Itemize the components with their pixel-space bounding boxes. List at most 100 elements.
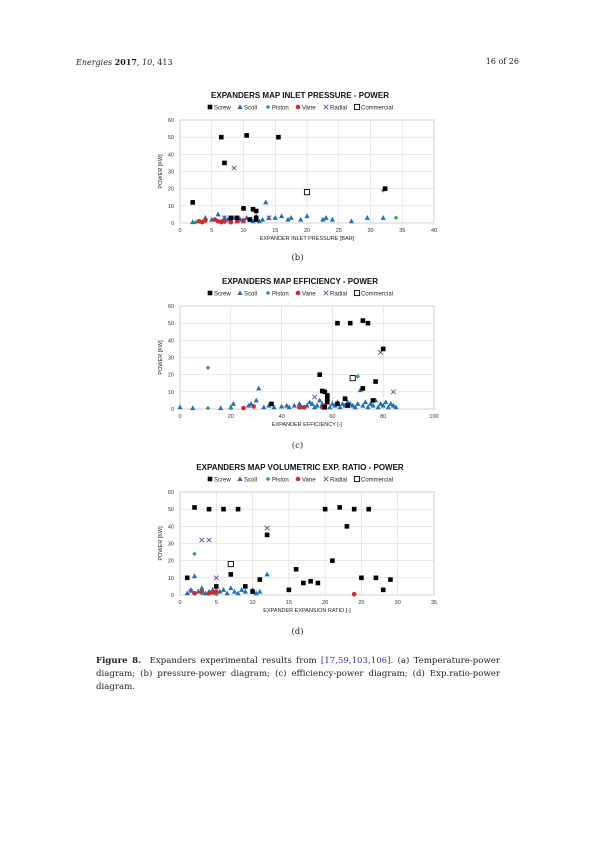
data-point-screw [360,386,366,391]
legend-label-radial: Radial [330,478,347,484]
data-point-piston [228,405,233,411]
data-point-radial [188,588,194,595]
legend-label-commercial: Commercial [361,106,393,112]
data-point-screw [228,572,234,577]
chart-legend: Screw Scoll Piston Vane Radial Commercial [207,103,393,112]
series-screw [184,505,393,594]
data-point-scoll [304,213,310,219]
data-point-scoll [256,385,262,391]
legend-label-radial: Radial [330,106,347,112]
data-point-scoll [317,397,323,403]
data-point-scoll [364,215,370,220]
data-point-screw [342,396,348,401]
data-point-scoll [191,573,198,579]
data-point-commercial [303,189,311,196]
data-point-scoll [256,218,262,224]
data-point-screw [234,215,240,221]
data-point-scoll [261,404,267,410]
data-point-scoll [288,215,294,220]
data-point-scoll [259,216,266,222]
data-point-scoll [285,216,291,222]
legend-marker-commercial [353,475,361,483]
data-point-radial [266,215,272,221]
data-point-screw [330,558,335,563]
y-tick-label: 0 [171,593,174,599]
y-tick-label: 50 [168,507,174,513]
legend-marker-commercial [353,289,361,297]
plot-area [179,119,435,224]
y-tick-label: 20 [168,187,174,193]
data-point-scoll [350,402,356,408]
data-point-screw [373,575,379,581]
data-point-scoll [266,402,272,408]
chart-inlet-pressure-power: EXPANDERS MAP INLET PRESSURE - POWER Scre… [158,91,437,242]
data-point-vane [206,590,212,596]
data-point-screw [235,506,241,512]
x-tick-label: 60 [329,414,335,420]
subcaption-c: (c) [291,441,304,451]
series-vane [192,589,357,597]
x-tick-label: 20 [228,414,234,420]
x-tick-label: 25 [358,600,364,606]
y-tick-label: 40 [168,338,174,344]
x-tick-label: 40 [279,414,285,420]
legend-marker-screw [207,290,213,296]
data-point-scoll [390,402,396,408]
data-point-screw [325,396,330,401]
x-tick-label: 5 [210,228,213,234]
data-point-screw [293,566,299,572]
series-screw [269,318,386,410]
x-tick-label: 5 [215,600,218,606]
data-point-screw [315,580,321,586]
data-point-scoll [312,404,318,410]
data-point-vane [228,219,234,225]
data-point-screw [218,134,224,140]
chart-efficiency-power: EXPANDERS MAP EFFICIENCY - POWER Screw Sco… [158,277,439,428]
data-point-screw [317,372,322,377]
data-point-scoll [230,401,236,406]
data-point-scoll [286,404,292,410]
data-point-piston [205,365,211,370]
data-point-screw [335,401,340,407]
data-point-screw [380,587,386,593]
data-point-scoll [380,215,386,220]
legend-label-commercial: Commercial [361,292,393,298]
data-point-scoll [320,216,326,222]
data-point-scoll [253,590,259,596]
data-point-radial [264,525,270,531]
y-tick-label: 30 [168,356,174,362]
data-point-commercial [349,375,356,382]
x-tick-label: 35 [399,228,405,234]
data-point-screw [308,578,313,584]
data-point-scoll [184,590,190,596]
data-point-radial [221,215,228,221]
data-point-scoll [339,401,346,406]
data-point-scoll [202,590,208,596]
data-point-scoll [370,402,376,408]
data-point-scoll [239,587,245,592]
data-point-screw [241,206,246,211]
legend-label-vane: Vane [302,292,316,298]
plot-area [179,305,435,410]
x-tick-label: 100 [429,414,438,420]
legend-label-piston: Piston [272,106,289,112]
data-point-screw [190,200,195,205]
chart-legend: Screw Scoll Piston Vane Radial Commercial [207,475,393,484]
data-point-scoll [329,401,335,406]
data-point-scoll [284,402,290,408]
citation-link[interactable]: [17,59,103,106] [320,656,391,666]
series-vane [196,217,246,225]
legend-label-piston: Piston [272,292,289,298]
chart-title: EXPANDERS MAP INLET PRESSURE - POWER [211,91,389,100]
figure-caption: Figure 8. Expanders experimental results… [96,656,500,692]
data-point-scoll [362,399,369,405]
legend-marker-screw [207,476,213,482]
x-tick-label: 10 [240,228,246,234]
series-scoll [177,385,399,411]
data-point-screw [345,403,350,408]
data-point-scoll [367,401,374,406]
data-point-scoll [190,405,196,411]
x-tick-label: 0 [178,228,181,234]
legend-marker-piston [265,290,271,296]
data-point-scoll [365,404,371,410]
